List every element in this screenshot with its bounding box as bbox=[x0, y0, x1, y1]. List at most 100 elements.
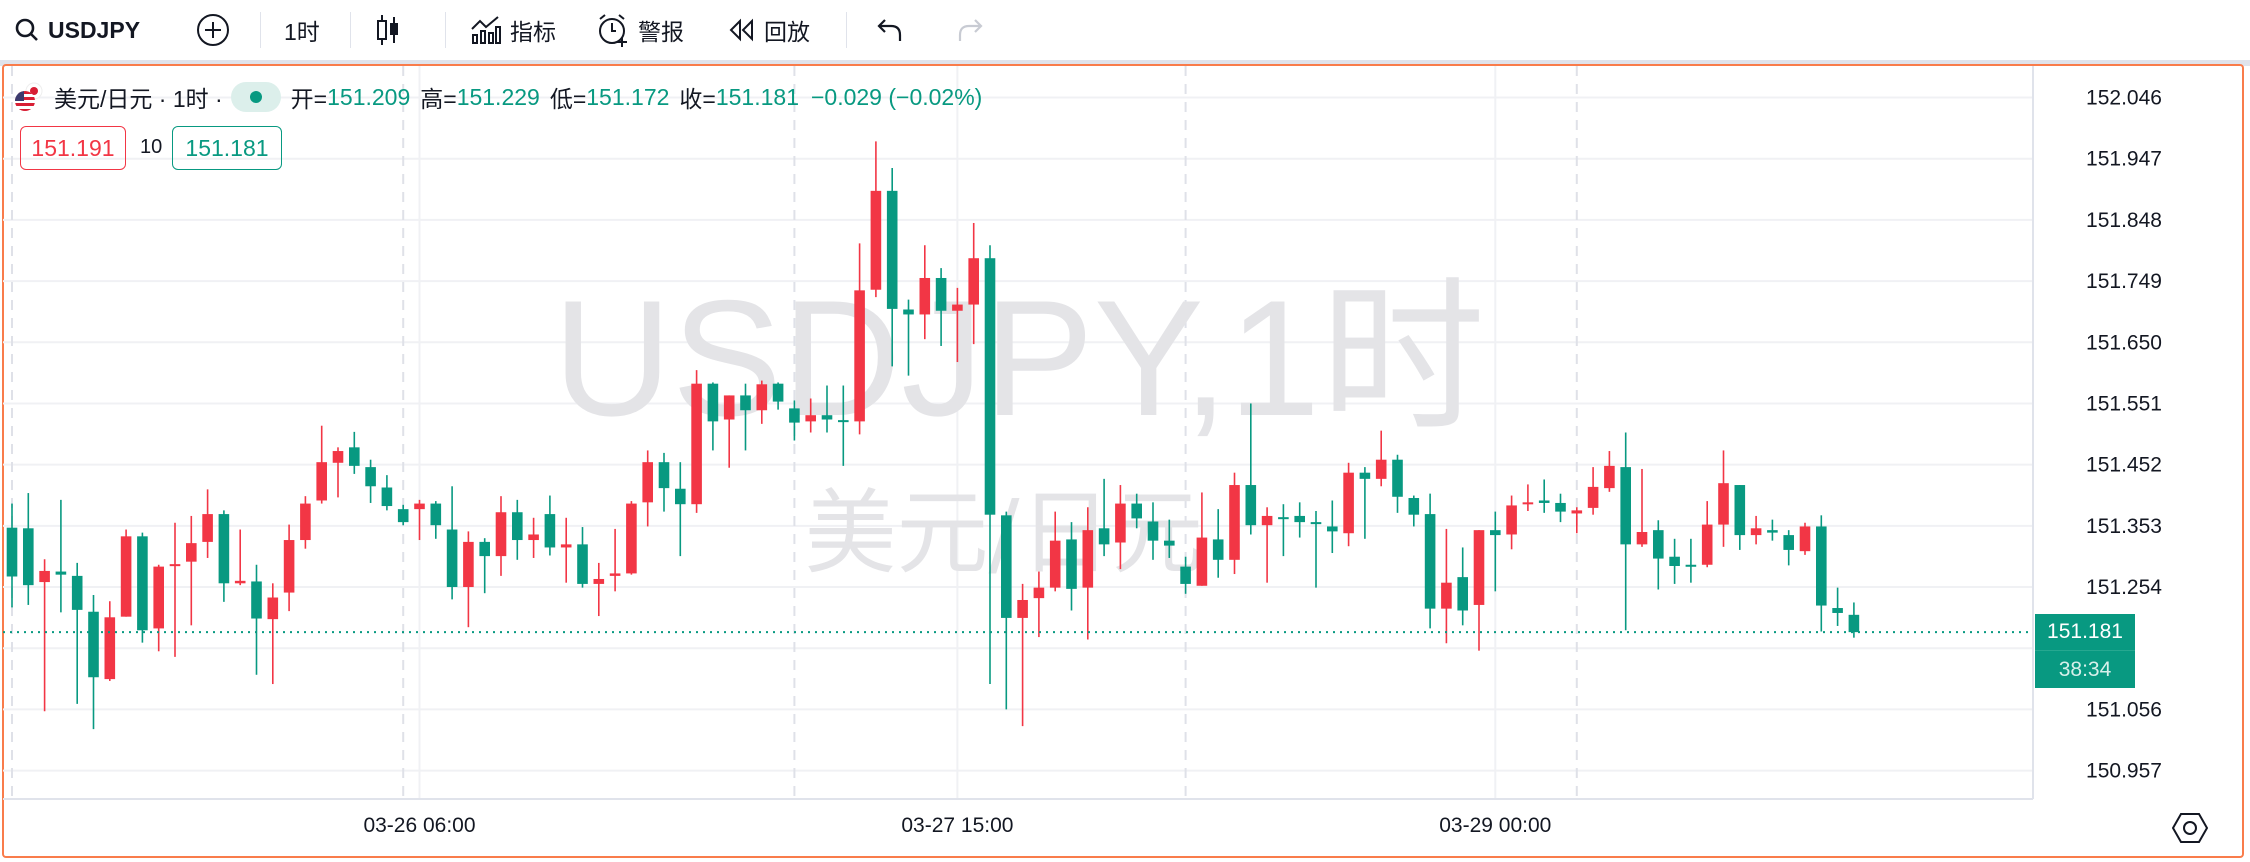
sell-button[interactable]: 151.191 bbox=[20, 126, 126, 170]
interval-button[interactable]: 1时 bbox=[284, 0, 320, 60]
candle[interactable] bbox=[854, 243, 865, 435]
candle[interactable] bbox=[1212, 509, 1224, 578]
candle[interactable] bbox=[267, 583, 279, 685]
indicators-button[interactable]: 指标 bbox=[470, 0, 556, 60]
redo-button[interactable] bbox=[956, 0, 984, 60]
candle[interactable] bbox=[1343, 462, 1354, 547]
candle[interactable] bbox=[626, 501, 637, 575]
candle[interactable] bbox=[805, 398, 816, 433]
candle[interactable] bbox=[1082, 507, 1094, 640]
candle[interactable] bbox=[1799, 522, 1811, 555]
candle[interactable] bbox=[1783, 530, 1794, 566]
candle[interactable] bbox=[1571, 507, 1583, 534]
candle[interactable] bbox=[968, 222, 979, 345]
candle[interactable] bbox=[283, 524, 295, 612]
candle[interactable] bbox=[300, 496, 311, 549]
candle[interactable] bbox=[1392, 454, 1403, 513]
candle[interactable] bbox=[1261, 507, 1273, 583]
candle[interactable] bbox=[691, 370, 702, 513]
candle[interactable] bbox=[104, 601, 116, 681]
candle[interactable] bbox=[756, 380, 768, 424]
candle[interactable] bbox=[1327, 500, 1338, 554]
replay-button[interactable]: 回放 bbox=[728, 0, 810, 60]
candle[interactable] bbox=[463, 531, 474, 628]
candle[interactable] bbox=[1131, 493, 1142, 529]
candle[interactable] bbox=[1033, 571, 1045, 638]
candle[interactable] bbox=[1196, 492, 1208, 586]
candle[interactable] bbox=[495, 496, 507, 576]
candle[interactable] bbox=[430, 501, 442, 539]
candle[interactable] bbox=[821, 385, 833, 433]
candle[interactable] bbox=[1473, 530, 1485, 651]
candle[interactable] bbox=[642, 450, 653, 527]
chart-pane[interactable] bbox=[2, 64, 2244, 858]
candle[interactable] bbox=[984, 245, 996, 685]
candle[interactable] bbox=[169, 522, 181, 657]
candle[interactable] bbox=[952, 287, 963, 363]
candle[interactable] bbox=[1115, 485, 1126, 570]
candle[interactable] bbox=[414, 499, 425, 541]
candle[interactable] bbox=[870, 141, 882, 298]
candle[interactable] bbox=[593, 562, 605, 617]
candle[interactable] bbox=[153, 564, 164, 652]
candle[interactable] bbox=[234, 529, 246, 586]
candle[interactable] bbox=[1604, 451, 1615, 492]
candle[interactable] bbox=[1278, 504, 1289, 557]
candle[interactable] bbox=[886, 167, 898, 367]
candle[interactable] bbox=[1245, 403, 1257, 535]
candle[interactable] bbox=[1490, 511, 1501, 592]
candle[interactable] bbox=[1441, 528, 1452, 644]
candle[interactable] bbox=[1180, 556, 1191, 594]
candle[interactable] bbox=[1734, 485, 1746, 550]
candle[interactable] bbox=[1229, 472, 1240, 575]
candle[interactable] bbox=[349, 431, 360, 474]
candle[interactable] bbox=[381, 475, 393, 511]
candle[interactable] bbox=[1767, 519, 1778, 541]
candle[interactable] bbox=[446, 486, 458, 600]
candle[interactable] bbox=[1832, 587, 1843, 626]
candle[interactable] bbox=[251, 564, 262, 675]
candle[interactable] bbox=[55, 499, 67, 613]
candle[interactable] bbox=[1506, 495, 1517, 550]
candle[interactable] bbox=[1685, 538, 1697, 583]
candle[interactable] bbox=[1375, 430, 1387, 487]
candle[interactable] bbox=[1620, 432, 1631, 631]
candle[interactable] bbox=[479, 538, 490, 594]
candle[interactable] bbox=[1164, 519, 1175, 558]
candle[interactable] bbox=[1653, 520, 1664, 590]
symbol-search-button[interactable]: USDJPY bbox=[14, 0, 140, 60]
candle[interactable] bbox=[1001, 511, 1012, 710]
candle[interactable] bbox=[1587, 467, 1599, 515]
candle[interactable] bbox=[919, 245, 931, 340]
candle[interactable] bbox=[1816, 515, 1827, 632]
candle[interactable] bbox=[202, 489, 213, 558]
candle[interactable] bbox=[1848, 602, 1860, 638]
candle[interactable] bbox=[397, 504, 409, 526]
candle[interactable] bbox=[6, 503, 18, 608]
candle[interactable] bbox=[71, 562, 83, 704]
candle[interactable] bbox=[512, 499, 523, 560]
candle[interactable] bbox=[88, 595, 99, 730]
candle[interactable] bbox=[609, 528, 621, 592]
candle[interactable] bbox=[1098, 478, 1110, 557]
candle[interactable] bbox=[23, 493, 34, 605]
chart-settings-button[interactable] bbox=[2171, 812, 2209, 849]
candle[interactable] bbox=[1750, 515, 1762, 545]
candle[interactable] bbox=[1669, 538, 1680, 584]
candle[interactable] bbox=[1555, 493, 1566, 523]
legend-title[interactable]: 美元/日元 · 1时 · bbox=[54, 86, 223, 112]
candle[interactable] bbox=[218, 510, 230, 602]
candle[interactable] bbox=[577, 527, 588, 588]
candle[interactable] bbox=[772, 382, 784, 410]
candle[interactable] bbox=[365, 459, 376, 503]
candle[interactable] bbox=[1718, 450, 1729, 547]
candle[interactable] bbox=[528, 517, 539, 558]
candle[interactable] bbox=[935, 268, 947, 346]
undo-button[interactable] bbox=[876, 0, 904, 60]
candle[interactable] bbox=[1294, 502, 1305, 538]
candle[interactable] bbox=[658, 452, 670, 512]
candle[interactable] bbox=[39, 559, 50, 712]
candle[interactable] bbox=[1457, 547, 1468, 626]
candle[interactable] bbox=[1636, 468, 1648, 547]
